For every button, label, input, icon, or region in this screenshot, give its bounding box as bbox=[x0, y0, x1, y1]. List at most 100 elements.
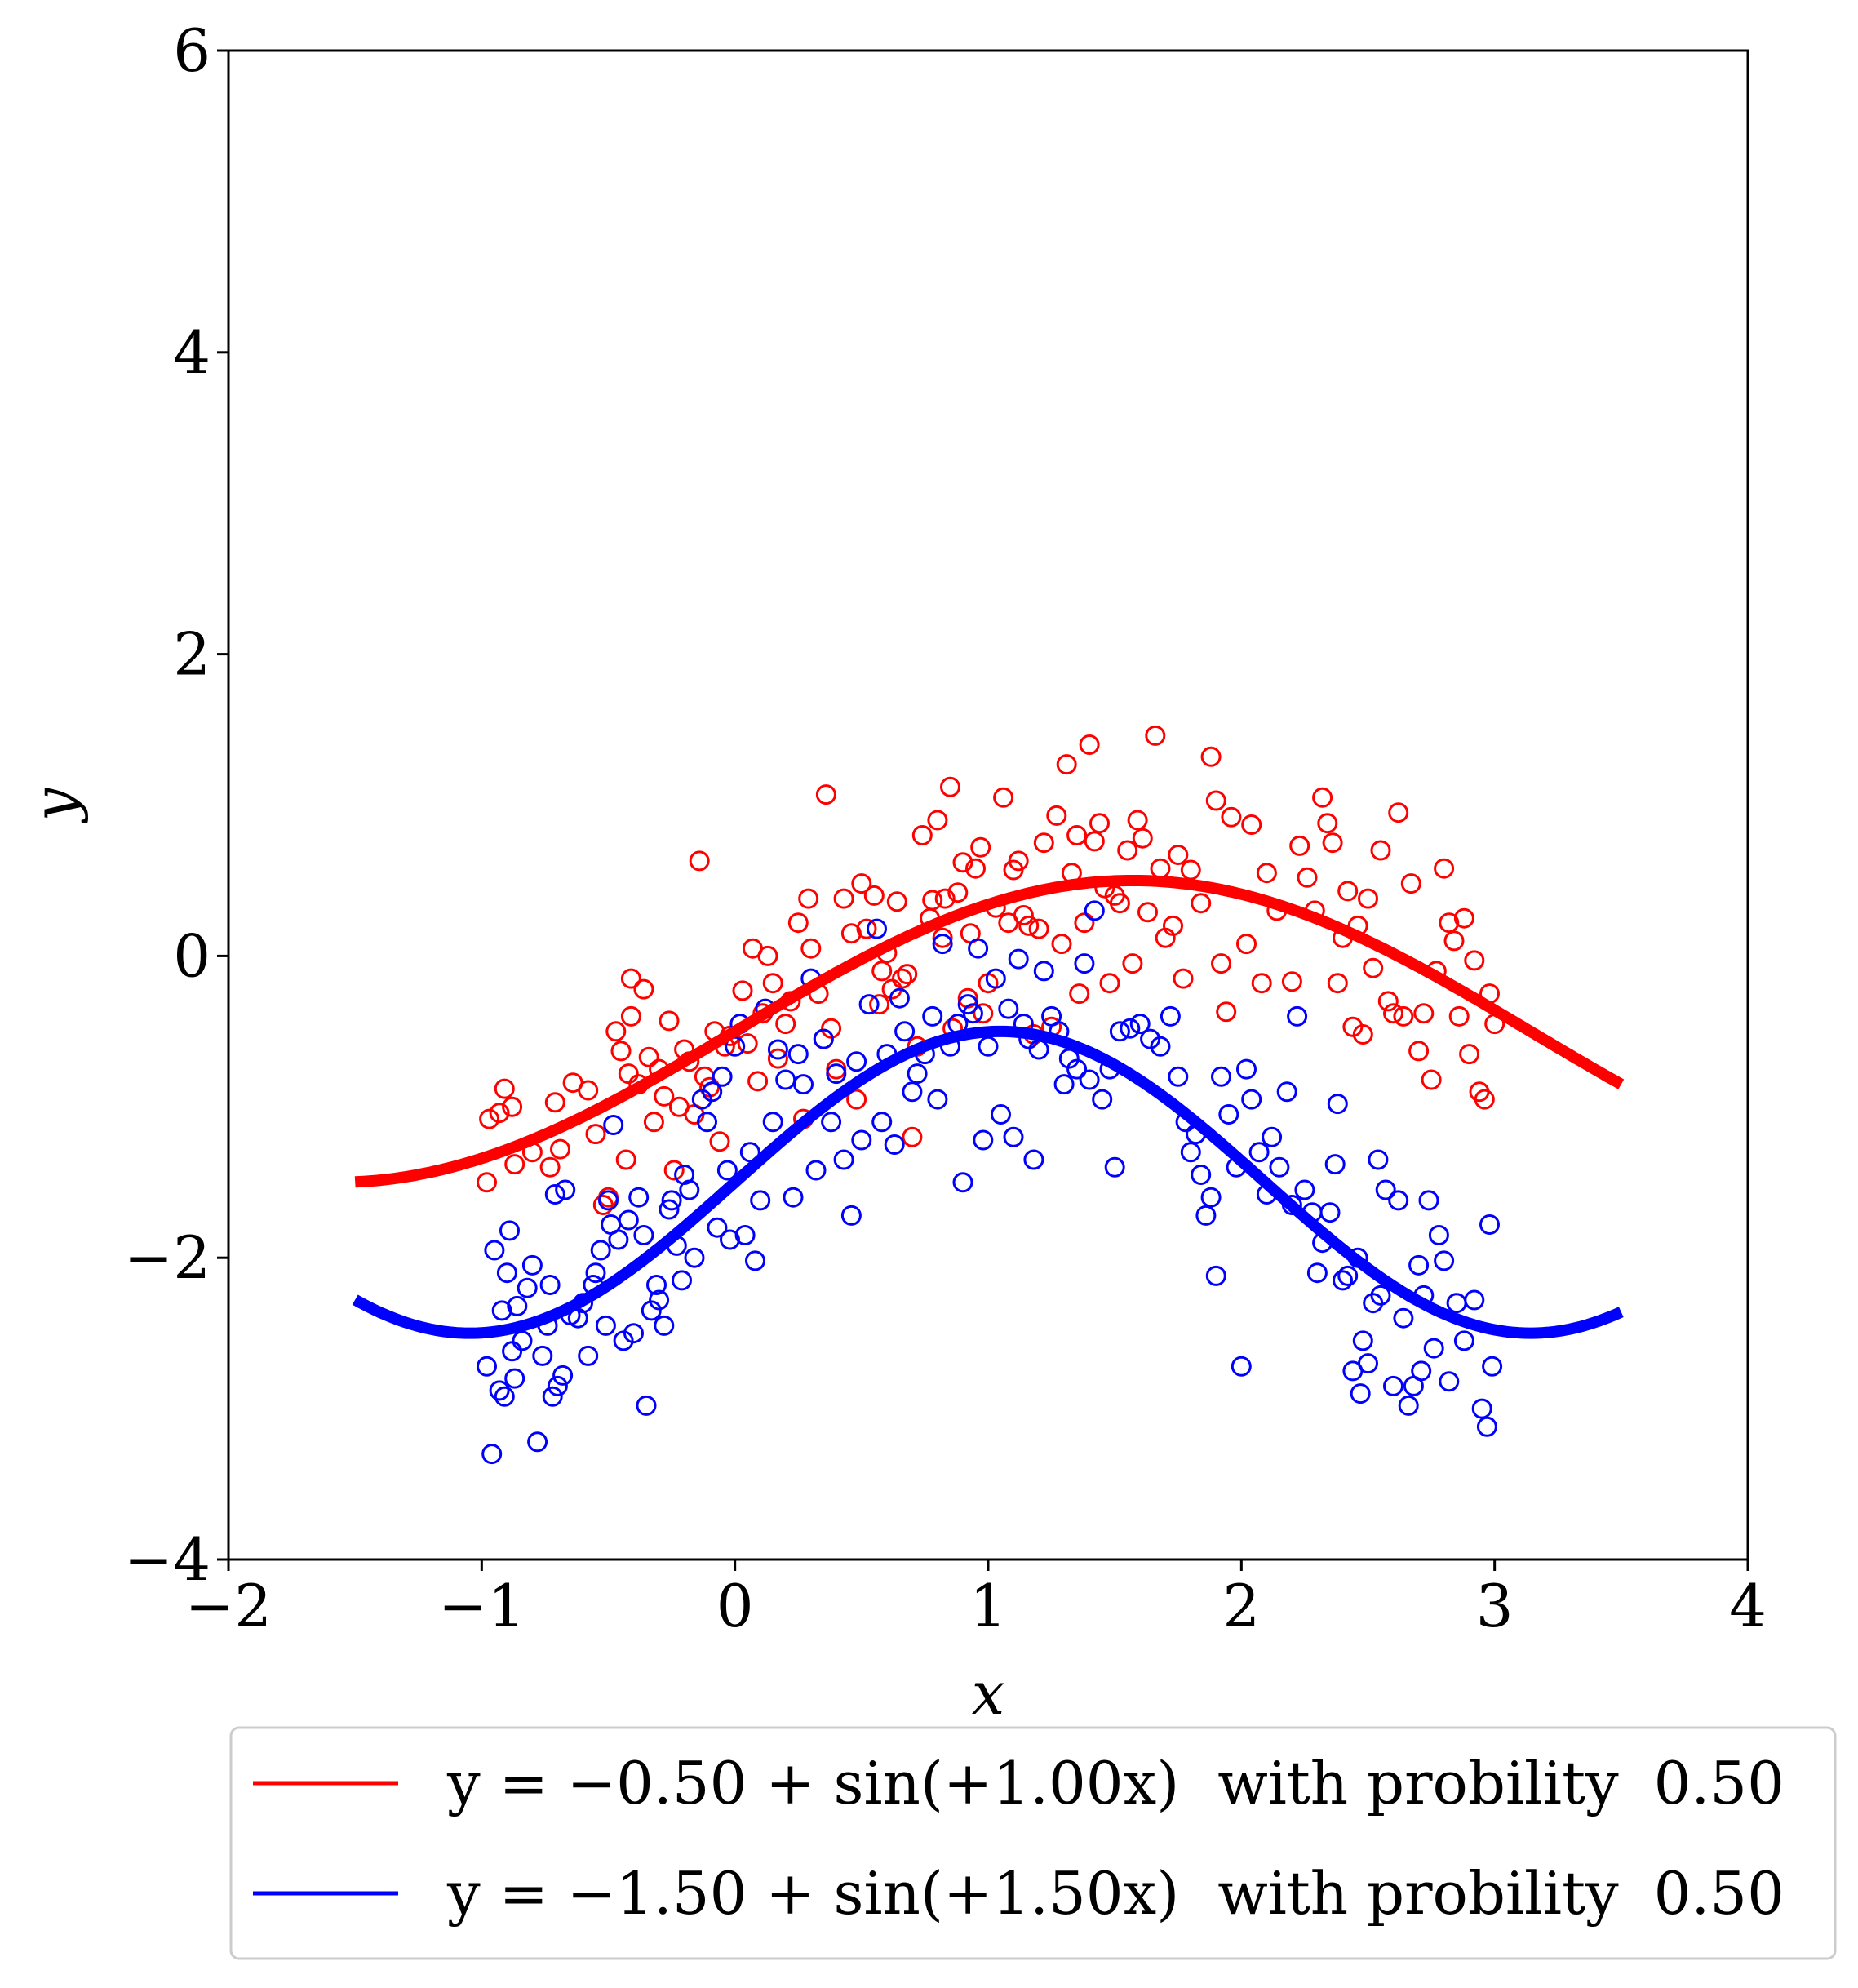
scatter-point-red bbox=[1216, 1001, 1237, 1023]
scatter-point-blue bbox=[646, 1275, 667, 1295]
scatter-point-blue bbox=[504, 1368, 525, 1389]
scatter-point-blue bbox=[1269, 1156, 1290, 1178]
scatter-point-blue bbox=[1120, 1018, 1141, 1039]
scatter-point-red bbox=[1236, 934, 1257, 955]
scatter-point-blue bbox=[1434, 1250, 1455, 1271]
scatter-point-red bbox=[1337, 881, 1359, 902]
y-tick-label: 4 bbox=[173, 318, 211, 387]
scatter-point-blue bbox=[734, 1225, 756, 1245]
scatter-point-blue bbox=[884, 1134, 905, 1155]
scatter-point-blue bbox=[507, 1295, 528, 1316]
scatter-point-red bbox=[1109, 893, 1130, 914]
scatter-point-red bbox=[1079, 734, 1100, 755]
scatter-point-blue bbox=[633, 1225, 654, 1245]
x-tick-label: 3 bbox=[1476, 1572, 1514, 1640]
scatter-point-red bbox=[902, 1126, 923, 1147]
scatter-point-red bbox=[815, 784, 836, 805]
scatter-point-red bbox=[952, 852, 973, 873]
scatter-point-blue bbox=[1033, 961, 1054, 982]
scatter-point-blue bbox=[1104, 1156, 1125, 1178]
scatter-point-red bbox=[1056, 754, 1077, 775]
scatter-point-red bbox=[922, 890, 943, 911]
y-tick-label: 0 bbox=[173, 921, 211, 990]
scatter-point-blue bbox=[1383, 1375, 1403, 1396]
scatter-point-red bbox=[1289, 835, 1310, 856]
scatter-point-blue bbox=[649, 1289, 670, 1311]
scatter-point-red bbox=[1018, 915, 1040, 936]
scatter-point-blue bbox=[1205, 1265, 1226, 1286]
scatter-point-red bbox=[869, 994, 890, 1015]
scatter-point-red bbox=[544, 1092, 565, 1113]
scatter-point-red bbox=[800, 938, 822, 959]
scatter-point-blue bbox=[1053, 1074, 1075, 1095]
scatter-point-blue bbox=[1368, 1149, 1389, 1170]
legend-suffix-red: with probility bbox=[1217, 1749, 1619, 1817]
scatter-point-red bbox=[1363, 957, 1384, 978]
scatter-point-blue bbox=[1200, 1187, 1222, 1208]
scatter-point-blue bbox=[1337, 1265, 1359, 1286]
scatter-point-blue bbox=[659, 1199, 680, 1220]
scatter-point-blue bbox=[1262, 1126, 1283, 1147]
scatter-point-red bbox=[911, 825, 933, 845]
scatter-point-red bbox=[856, 918, 877, 939]
scatter-point-blue bbox=[585, 1262, 606, 1284]
scatter-point-blue bbox=[1084, 900, 1105, 921]
scatter-point-blue bbox=[968, 938, 989, 959]
scatter-point-red bbox=[833, 888, 854, 909]
scatter-point-red bbox=[1089, 813, 1110, 834]
scatter-point-blue bbox=[1306, 1262, 1328, 1284]
scatter-point-blue bbox=[499, 1220, 520, 1241]
scatter-point-blue bbox=[720, 1229, 740, 1250]
scatter-point-blue bbox=[702, 1081, 723, 1103]
scatter-point-red bbox=[1046, 805, 1067, 826]
scatter-point-blue bbox=[1324, 1154, 1346, 1175]
scatter-point-red bbox=[638, 1046, 659, 1067]
scatter-point-red bbox=[539, 1156, 561, 1178]
scatter-point-red bbox=[821, 1018, 842, 1039]
scatter-point-red bbox=[689, 850, 710, 872]
scatter-point-red bbox=[1358, 888, 1378, 909]
scatter-point-red bbox=[1168, 845, 1189, 865]
scatter-point-blue bbox=[552, 1365, 574, 1386]
scatter-point-blue bbox=[783, 1187, 804, 1208]
scatter-point-blue bbox=[1287, 1005, 1308, 1027]
scatter-point-red bbox=[1066, 825, 1088, 845]
scatter-point-red bbox=[1393, 1005, 1414, 1027]
scatter-point-red bbox=[787, 912, 809, 934]
legend-label-blue: y = −1.50 + sin(+1.50x) with probility 0… bbox=[446, 1859, 1785, 1928]
scatter-point-red bbox=[1069, 983, 1090, 1005]
scatter-point-red bbox=[886, 891, 907, 912]
scatter-point-red bbox=[973, 1003, 994, 1024]
scatter-point-blue bbox=[1218, 1104, 1239, 1125]
scatter-point-blue bbox=[1476, 1416, 1497, 1437]
scatter-point-blue bbox=[1363, 1293, 1384, 1314]
scatter-point-red bbox=[1127, 810, 1148, 831]
scatter-point-red bbox=[947, 882, 969, 903]
scatter-point-red bbox=[709, 1131, 730, 1152]
scatter-point-blue bbox=[1168, 1066, 1189, 1087]
x-tick-label: 1 bbox=[969, 1572, 1007, 1640]
scatter-point-blue bbox=[907, 1063, 928, 1085]
curves-layer bbox=[352, 875, 1625, 1339]
scatter-point-red bbox=[840, 923, 862, 944]
scatter-point-red bbox=[1439, 912, 1460, 934]
scatter-point-red bbox=[1013, 905, 1034, 925]
scatter-point-red bbox=[477, 1172, 497, 1193]
scatter-point-red bbox=[479, 1108, 500, 1129]
legend-prob-blue: 0.50 bbox=[1654, 1859, 1785, 1928]
scatter-point-red bbox=[1137, 902, 1158, 923]
scatter-point-red bbox=[1163, 915, 1183, 936]
scatter-point-blue bbox=[608, 1229, 629, 1250]
scatter-point-blue bbox=[1439, 1371, 1460, 1392]
scatter-point-blue bbox=[1150, 1036, 1171, 1057]
scatter-point-blue bbox=[654, 1315, 675, 1336]
scatter-point-blue bbox=[1211, 1066, 1231, 1087]
scatter-point-red bbox=[1008, 850, 1029, 872]
y-tick-label: 6 bbox=[173, 16, 211, 85]
scatter-point-blue bbox=[745, 1250, 765, 1271]
scatter-point-red bbox=[1191, 893, 1212, 914]
scatter-point-red bbox=[489, 1103, 510, 1124]
scatter-point-red bbox=[1322, 832, 1343, 854]
scatter-point-blue bbox=[767, 1039, 788, 1060]
